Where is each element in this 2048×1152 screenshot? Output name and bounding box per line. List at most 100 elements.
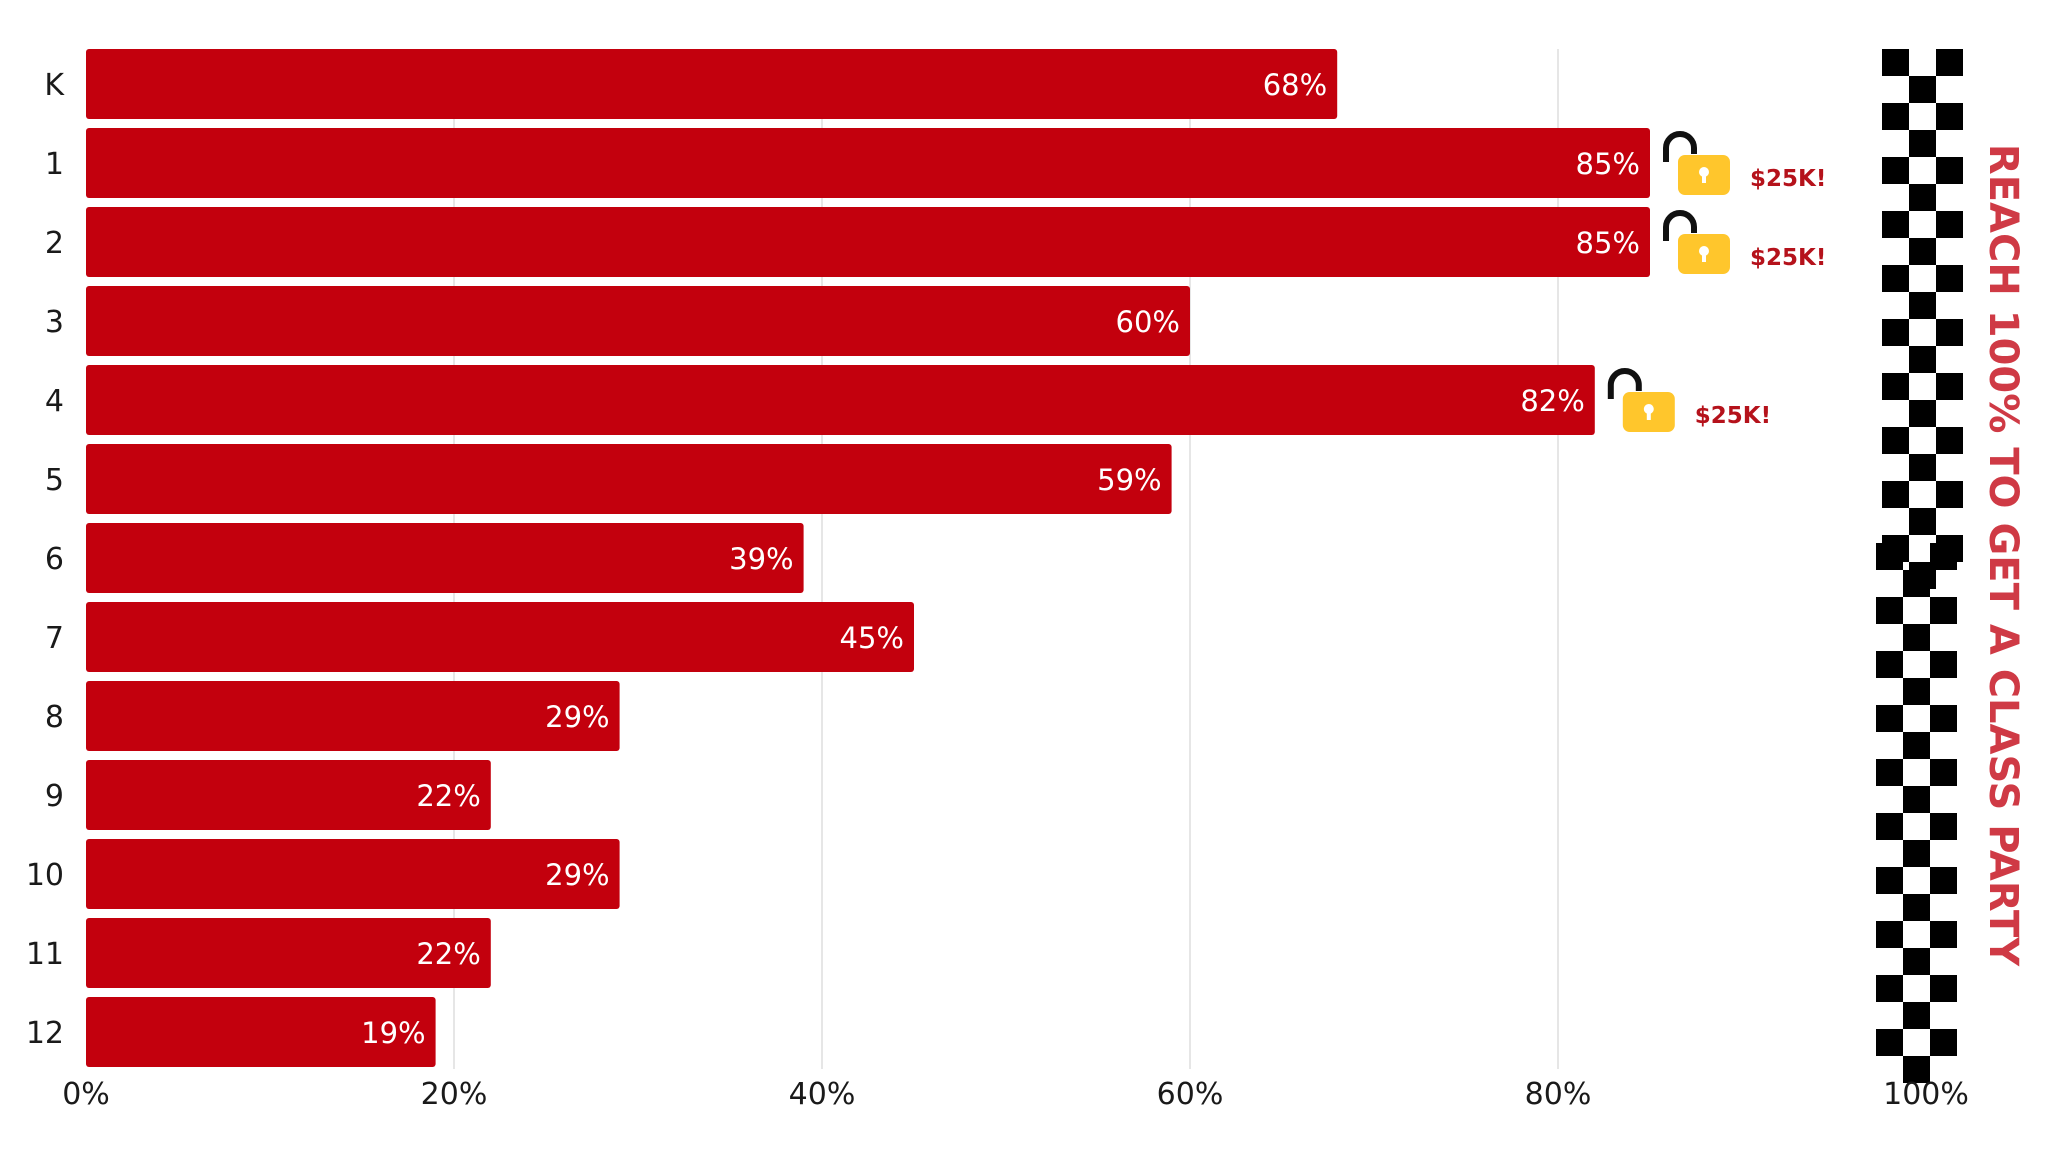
- checker-square: [1909, 508, 1936, 535]
- checkered-finish-line-icon: [1876, 49, 1963, 1083]
- checker-square: [1876, 813, 1903, 840]
- checker-square: [1909, 292, 1936, 319]
- category-label: 8: [45, 700, 64, 735]
- x-tick-label: 0%: [62, 1077, 110, 1112]
- x-tick-label: 60%: [1157, 1077, 1224, 1112]
- checker-square: [1936, 265, 1963, 292]
- checker-square: [1876, 597, 1903, 624]
- checker-square: [1930, 597, 1957, 624]
- bar-value-label: 22%: [416, 937, 480, 971]
- checker-square: [1909, 400, 1936, 427]
- category-label: 10: [26, 858, 64, 893]
- category-label: 4: [45, 384, 64, 419]
- bar-value-label: 29%: [545, 858, 609, 892]
- checker-square: [1936, 319, 1963, 346]
- checker-square: [1903, 624, 1930, 651]
- bar-value-label: 45%: [840, 621, 904, 655]
- checker-square: [1882, 157, 1909, 184]
- unlocked-padlock-icon: [1663, 210, 1730, 274]
- checker-square: [1876, 543, 1903, 570]
- bar-value-label: 60%: [1116, 305, 1180, 339]
- checker-square: [1936, 157, 1963, 184]
- checker-square: [1909, 184, 1936, 211]
- unlocked-padlock-icon: [1607, 368, 1675, 432]
- bar-value-label: 85%: [1576, 147, 1640, 181]
- checker-square: [1930, 921, 1957, 948]
- checker-square: [1909, 238, 1936, 265]
- checker-square: [1876, 921, 1903, 948]
- checker-square: [1882, 319, 1909, 346]
- checker-square: [1882, 427, 1909, 454]
- checker-square: [1930, 867, 1957, 894]
- category-label: K: [44, 68, 65, 103]
- bar-value-label: 82%: [1520, 384, 1584, 418]
- checker-square: [1876, 759, 1903, 786]
- checker-square: [1876, 975, 1903, 1002]
- category-label: 1: [45, 147, 64, 182]
- checker-square: [1903, 570, 1930, 597]
- checker-square: [1903, 948, 1930, 975]
- checker-square: [1930, 1029, 1957, 1056]
- checker-square: [1903, 786, 1930, 813]
- x-tick-label: 100%: [1883, 1077, 1969, 1112]
- checker-square: [1909, 454, 1936, 481]
- bar: [86, 286, 1190, 356]
- bar: [86, 839, 620, 909]
- bar-value-label: 85%: [1576, 226, 1640, 260]
- x-tick-label: 20%: [421, 1077, 488, 1112]
- bar: [86, 49, 1338, 119]
- checker-square: [1930, 813, 1957, 840]
- checker-square: [1903, 1056, 1930, 1083]
- checker-square: [1882, 103, 1909, 130]
- category-label: 9: [45, 779, 64, 814]
- x-axis-tick-labels: 0% 20% 40% 60% 80% 100%: [62, 1077, 1969, 1112]
- checker-square: [1882, 265, 1909, 292]
- category-label: 7: [45, 621, 64, 656]
- checker-square: [1930, 705, 1957, 732]
- checker-square: [1903, 678, 1930, 705]
- checker-square: [1876, 1029, 1903, 1056]
- bar-value-label: 29%: [545, 700, 609, 734]
- category-label: 11: [26, 937, 64, 972]
- checker-square: [1936, 49, 1963, 76]
- x-tick-label: 40%: [789, 1077, 856, 1112]
- checker-square: [1882, 49, 1909, 76]
- bar: [86, 681, 620, 751]
- checker-square: [1936, 481, 1963, 508]
- bar: [86, 365, 1595, 435]
- reward-label: $25K!: [1750, 166, 1826, 192]
- bar: [86, 207, 1650, 277]
- category-label: 5: [45, 463, 64, 498]
- bar: [86, 523, 804, 593]
- checker-square: [1903, 840, 1930, 867]
- bar-value-label: 39%: [729, 542, 793, 576]
- bar-value-label: 19%: [361, 1016, 425, 1050]
- checker-square: [1930, 975, 1957, 1002]
- bar: [86, 760, 491, 830]
- checker-square: [1936, 373, 1963, 400]
- reward-label: $25K!: [1750, 245, 1826, 271]
- checker-square: [1909, 76, 1936, 103]
- unlocked-padlock-icon: [1663, 131, 1730, 195]
- reward-label: $25K!: [1695, 403, 1771, 429]
- bar: [86, 602, 914, 672]
- bar: [86, 444, 1172, 514]
- bar: [86, 918, 491, 988]
- checker-square: [1903, 1002, 1930, 1029]
- checker-square: [1936, 103, 1963, 130]
- checker-square: [1930, 759, 1957, 786]
- checker-square: [1936, 427, 1963, 454]
- checker-square: [1930, 543, 1957, 570]
- checker-square: [1882, 481, 1909, 508]
- category-label: 3: [45, 305, 64, 340]
- checker-square: [1909, 130, 1936, 157]
- bars: 68% 85% 85% 60% 82% 59% 39% 45% 29% 22% 29% 22% 19%: [86, 49, 1650, 1067]
- x-tick-label: 80%: [1525, 1077, 1592, 1112]
- checker-square: [1876, 705, 1903, 732]
- checker-square: [1876, 867, 1903, 894]
- reward-annotations: $25K! $25K! $25K!: [1607, 131, 1826, 432]
- bar-value-label: 59%: [1097, 463, 1161, 497]
